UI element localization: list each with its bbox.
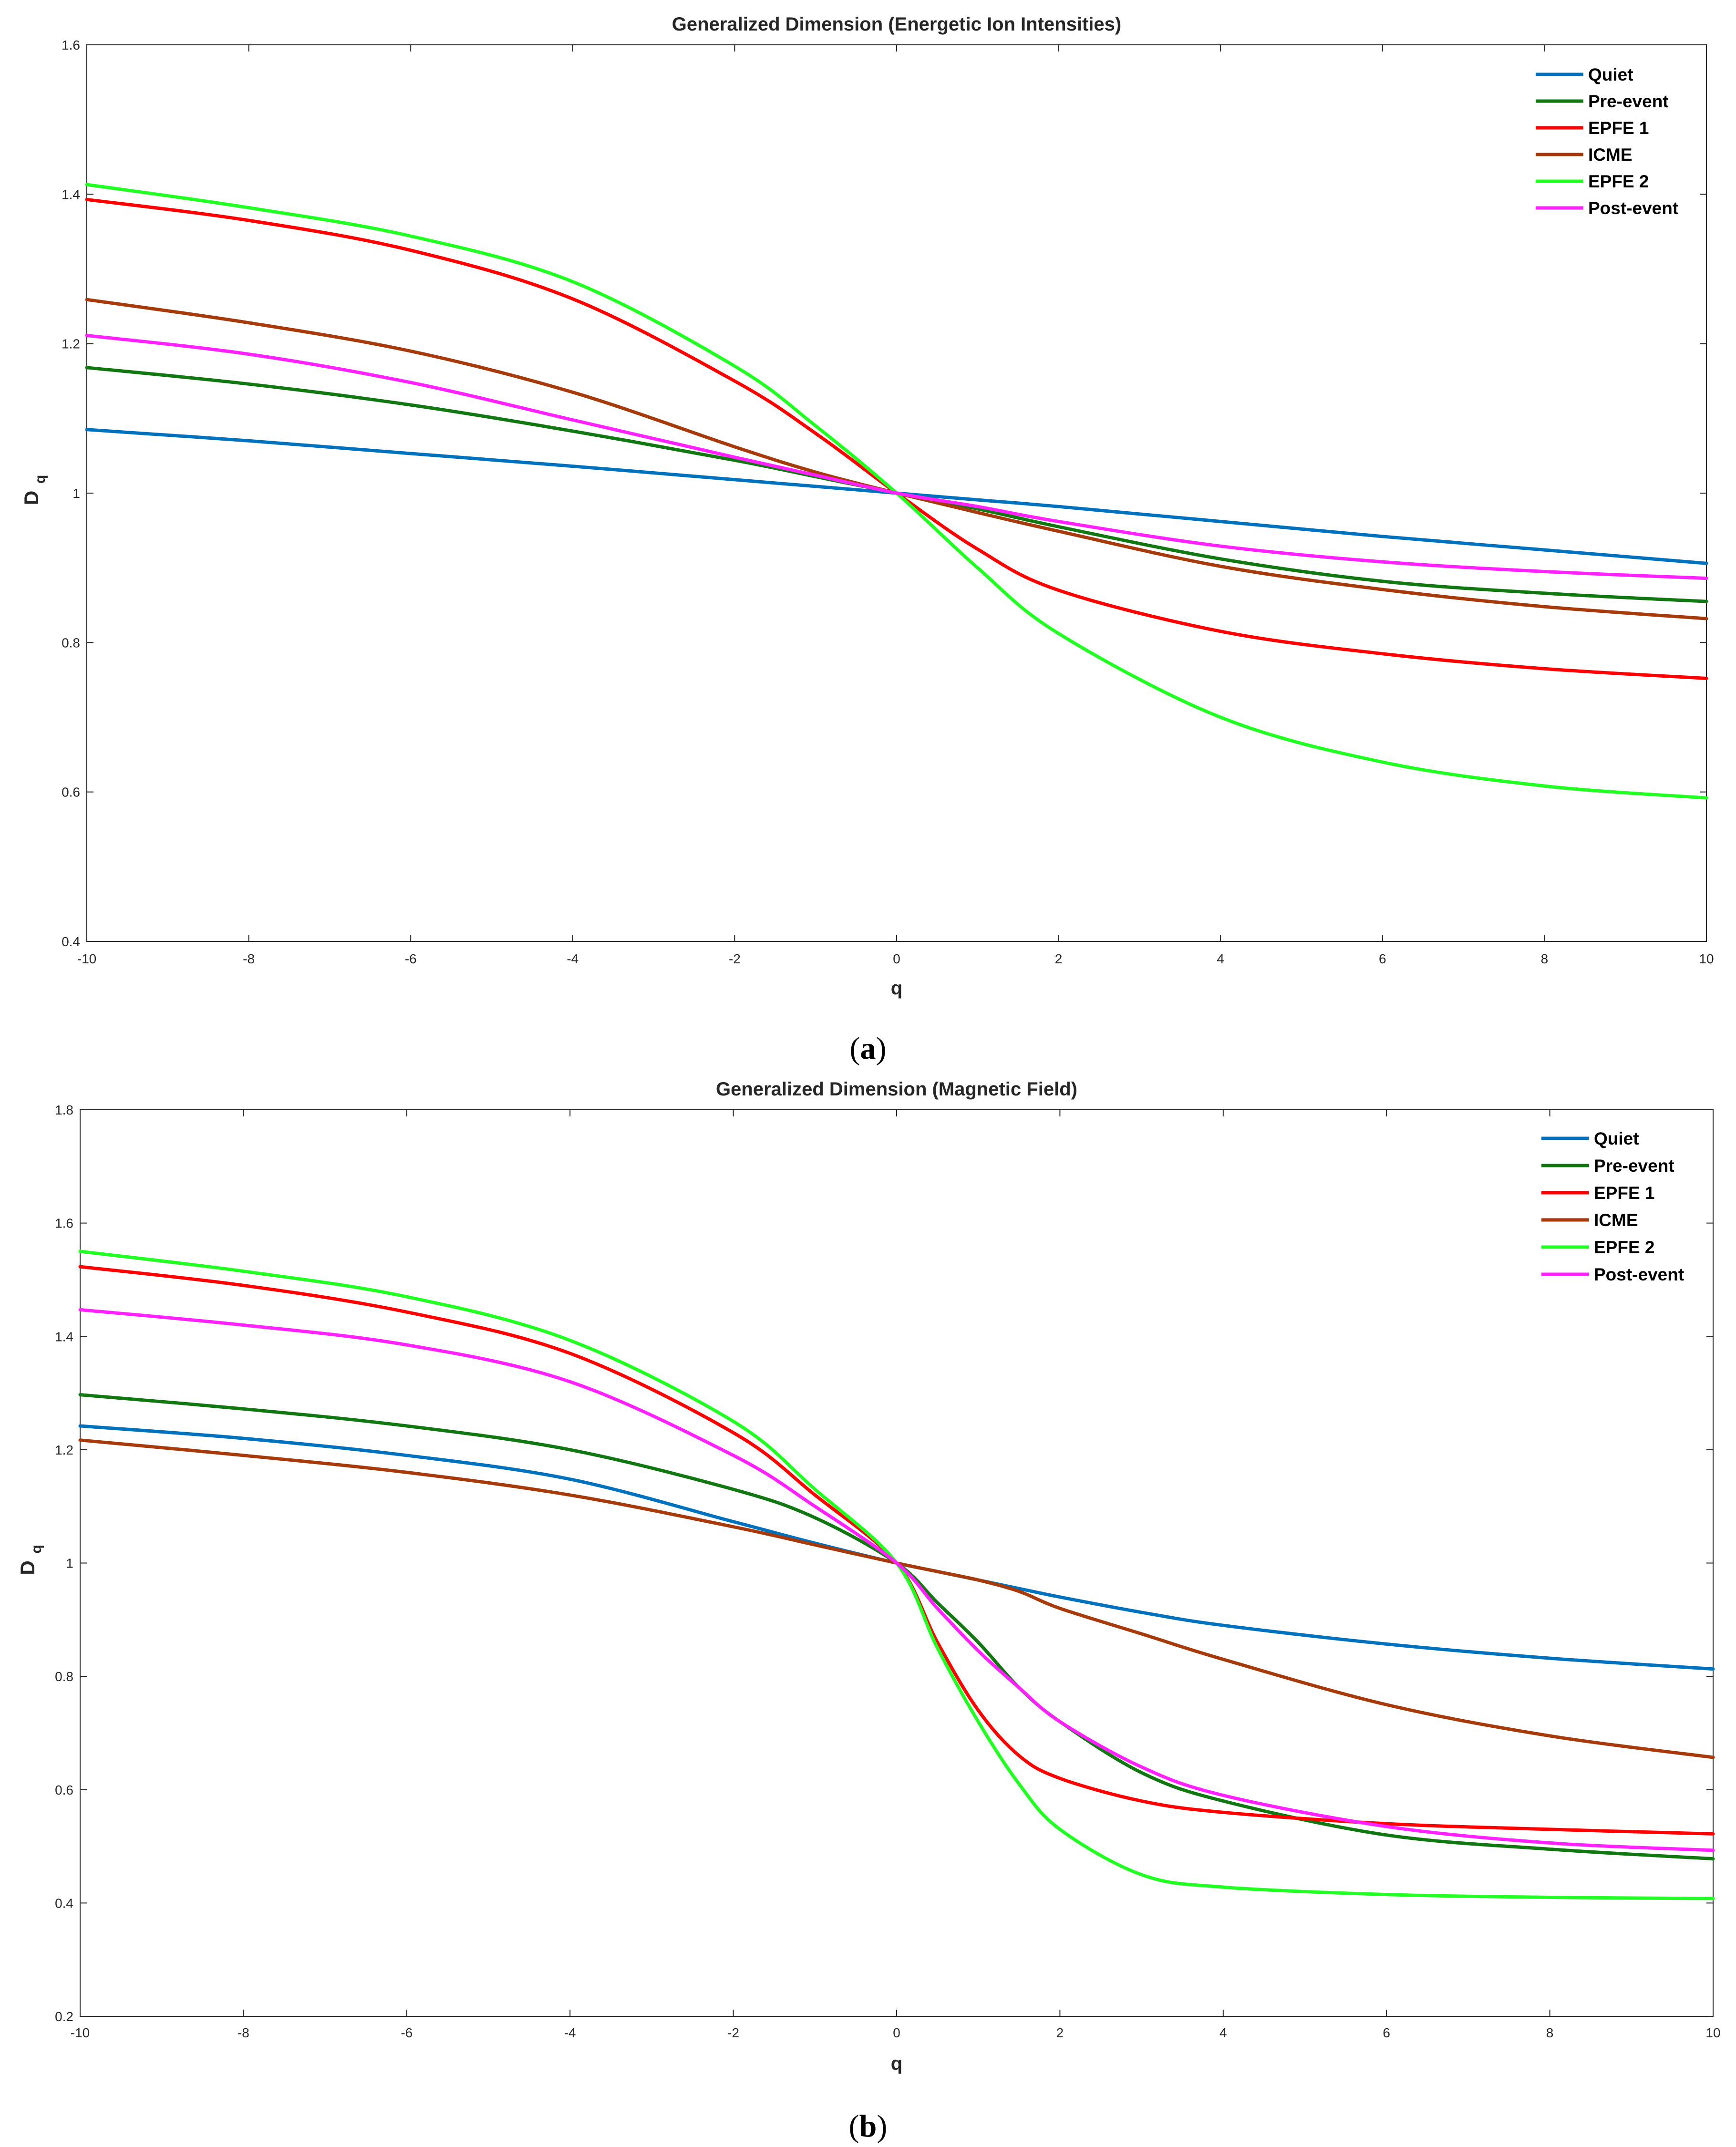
legend-label: Quiet [1594,1129,1639,1148]
chart-title: Generalized Dimension (Energetic Ion Int… [672,14,1121,35]
legend-label: ICME [1594,1210,1638,1230]
x-tick-label: 0 [893,951,900,966]
x-tick-label: 4 [1219,2025,1227,2040]
x-tick-label: -6 [405,951,417,966]
x-tick-label: 10 [1699,951,1714,966]
x-tick-label: -4 [564,2025,576,2040]
y-axis-label: Dq [20,475,48,506]
series-line-post-event [85,333,1708,580]
y-axis-label: Dq [16,1545,44,1575]
y-axis-label-subscript: q [29,1545,44,1553]
legend-label: Post-event [1588,198,1678,218]
series-line-icme [78,1438,1715,1759]
y-tick-label: 0.4 [55,1896,73,1910]
x-tick-label: 6 [1379,951,1386,966]
y-tick-label: 1.6 [55,1216,73,1231]
panel-caption: (a) [850,1031,887,1066]
y-tick-label: 0.4 [62,934,80,949]
y-tick-label: 1.4 [55,1329,73,1344]
legend-label: EPFE 2 [1594,1238,1655,1257]
x-tick-label: 10 [1705,2025,1720,2040]
legend-label: Post-event [1594,1265,1684,1284]
y-tick-label: 1.8 [55,1103,73,1117]
x-tick-label: -2 [729,951,741,966]
chart-title: Generalized Dimension (Magnetic Field) [716,1079,1077,1100]
x-tick-label: 6 [1383,2025,1390,2040]
y-axis-label-subscript: q [32,475,48,484]
y-tick-label: 0.2 [55,2009,73,2024]
x-tick-label: 8 [1546,2025,1554,2040]
legend-label: EPFE 1 [1588,118,1649,138]
x-tick-label: 0 [893,2025,900,2040]
legend-label: Pre-event [1594,1156,1674,1176]
x-tick-label: 8 [1541,951,1549,966]
y-tick-label: 0.8 [55,1669,73,1684]
x-tick-label: -4 [567,951,579,966]
y-axis-label-main: D [16,1560,39,1575]
x-axis-label: q [891,2053,902,2074]
panel-caption-letter: a [860,1031,876,1066]
chart-b: -10 -8 -6 -4 -2 0 2 4 6 8 10 0.2 0.4 0.6 0.8 1 1.2 1.4 1.6… [16,1079,1721,2144]
x-tick-label: -8 [243,951,255,966]
x-tick-label: -10 [71,2025,90,2040]
legend-label: Quiet [1588,65,1633,84]
y-tick-label: 1.2 [55,1443,73,1457]
x-tick-label: -8 [238,2025,249,2040]
series-line-post-event [78,1308,1715,1852]
panel-caption: (b) [849,2109,888,2144]
x-tick-label: 4 [1217,951,1224,966]
y-tick-label: 1 [66,1556,73,1571]
y-tick-label: 0.8 [62,635,80,650]
series-line-epfe-2 [78,1249,1715,1900]
legend-label: EPFE 2 [1588,172,1649,191]
y-tick-label: 1.2 [62,337,80,351]
legend-label: Pre-event [1588,92,1669,111]
x-tick-label: -10 [77,951,96,966]
y-tick-label: 1.4 [62,187,80,202]
panel-caption-letter: b [859,2109,877,2144]
legend-label: ICME [1588,145,1633,165]
y-tick-label: 1 [72,486,80,501]
y-tick-label: 0.6 [55,1783,73,1797]
x-tick-label: -2 [727,2025,739,2040]
chart-a: -10 -8 -6 -4 -2 0 2 4 6 8 10 0.4 0.6 0.8 1 1.2 1.4 1.6 Gen… [20,14,1714,1066]
x-tick-label: -6 [401,2025,413,2040]
x-tick-label: 2 [1056,2025,1064,2040]
y-tick-label: 0.6 [62,785,80,800]
legend-label: EPFE 1 [1594,1183,1655,1203]
y-axis-label-main: D [20,491,42,505]
y-tick-label: 1.6 [62,38,80,52]
x-tick-label: 2 [1055,951,1063,966]
series-line-pre-event [78,1393,1715,1861]
x-axis-label: q [891,978,902,999]
